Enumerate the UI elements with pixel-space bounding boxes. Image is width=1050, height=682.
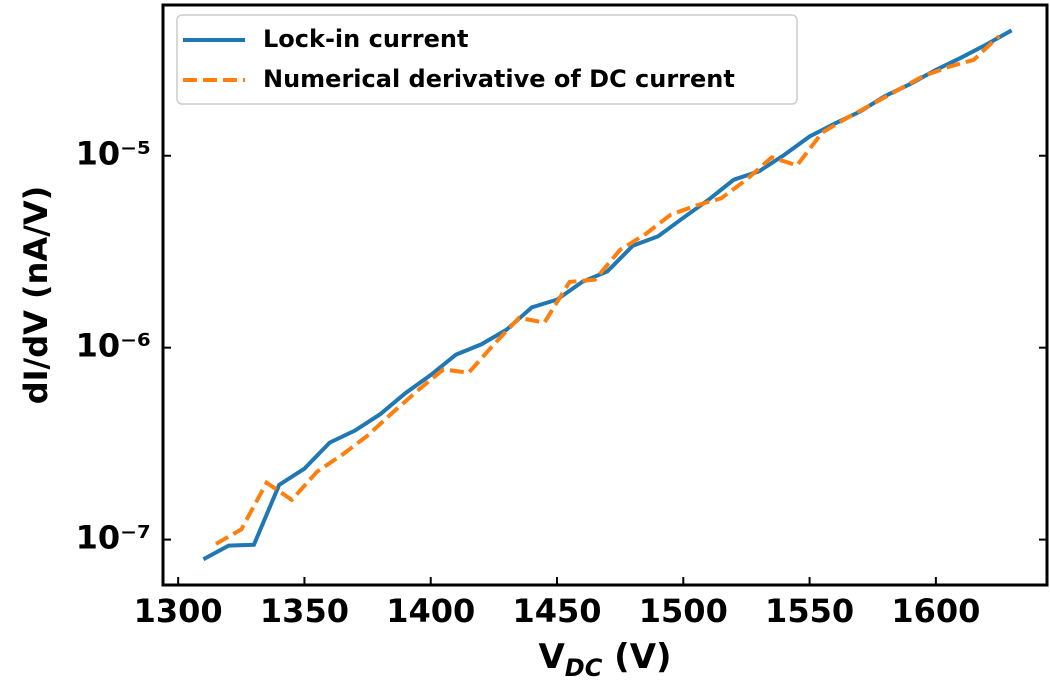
y-tick-label: 10⁻⁵ <box>76 135 151 173</box>
x-tick-label: 1600 <box>891 592 980 630</box>
legend-label: Numerical derivative of DC current <box>263 65 735 93</box>
x-tick-label: 1500 <box>639 592 728 630</box>
x-label-unit: (V) <box>602 637 671 677</box>
y-tick-label: 10⁻⁷ <box>76 519 151 557</box>
y-axis-label: dI/dV (nA/V) <box>17 186 55 405</box>
x-tick-label: 1350 <box>260 592 349 630</box>
legend-box <box>176 14 798 105</box>
plot-frame <box>161 3 1049 587</box>
x-tick-label: 1450 <box>512 592 601 630</box>
series-line <box>202 28 1013 561</box>
x-label-sub: DC <box>565 654 603 682</box>
x-axis-label: VDC (V) <box>538 637 671 682</box>
y-tick-label: 10⁻⁶ <box>76 327 151 365</box>
x-tick-label: 1550 <box>765 592 854 630</box>
legend-label: Lock-in current <box>263 25 468 53</box>
x-label-main: V <box>538 637 565 677</box>
x-tick-label: 1300 <box>134 592 223 630</box>
x-tick-label: 1400 <box>386 592 475 630</box>
series-line <box>215 34 1001 546</box>
